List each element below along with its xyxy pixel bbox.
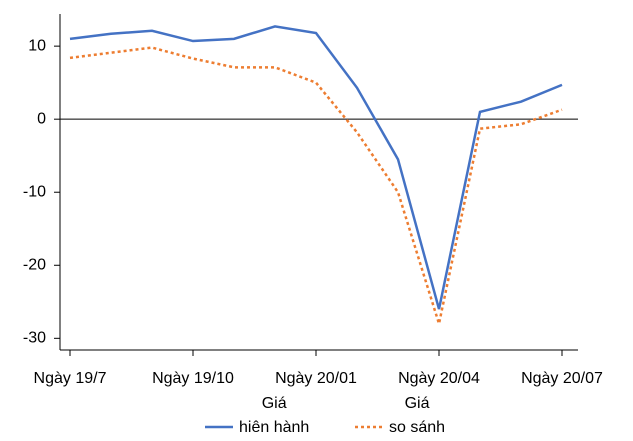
series-line	[69, 46, 563, 329]
x-tick-label: Ngày 20/04	[398, 370, 480, 387]
legend-swatch	[205, 425, 233, 429]
x-tick-label: Ngày 19/10	[152, 370, 234, 387]
legend-swatch	[355, 425, 383, 429]
legend-label: Giá so sánh	[389, 395, 446, 436]
y-tick-label: -20	[23, 256, 46, 273]
y-tick-label: 10	[28, 37, 46, 54]
x-tick-label: Ngày 20/07	[521, 370, 603, 387]
series-line	[69, 25, 563, 310]
y-tick-label: -30	[23, 330, 46, 347]
y-tick-label: -10	[23, 183, 46, 200]
x-tick-label: Ngày 19/7	[34, 370, 107, 387]
y-tick-label: 0	[37, 110, 46, 127]
legend-item: Giá so sánh	[355, 392, 445, 440]
x-tick-label: Ngày 20/01	[275, 370, 357, 387]
legend-label: Giá hiên hành	[239, 395, 310, 436]
legend-item: Giá hiên hành	[205, 392, 309, 440]
